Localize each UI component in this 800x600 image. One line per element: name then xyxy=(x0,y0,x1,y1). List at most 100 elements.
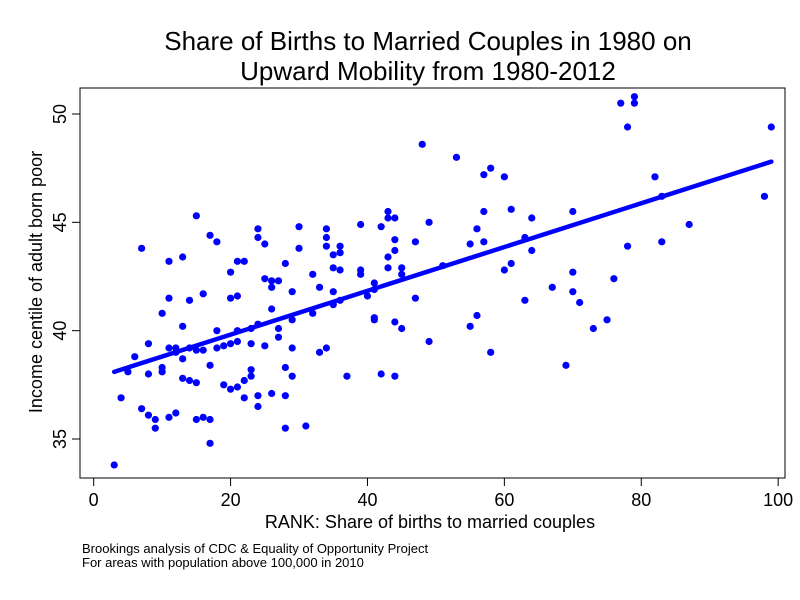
data-point xyxy=(247,372,255,380)
data-point xyxy=(500,173,508,181)
footnote-line2: For areas with population above 100,000 … xyxy=(82,555,364,570)
data-point xyxy=(254,402,262,411)
data-point xyxy=(658,238,666,246)
data-point xyxy=(131,353,139,361)
data-point xyxy=(343,372,351,380)
data-point xyxy=(500,266,508,274)
data-point xyxy=(329,251,337,259)
data-point xyxy=(507,205,515,213)
data-points xyxy=(110,93,775,469)
data-point xyxy=(179,253,187,261)
data-point xyxy=(418,140,426,148)
data-point xyxy=(179,374,187,382)
data-point xyxy=(398,264,406,272)
data-point xyxy=(268,283,276,291)
data-point xyxy=(370,316,378,324)
chart-title-line2: Upward Mobility from 1980-2012 xyxy=(240,56,616,86)
data-point xyxy=(377,370,385,378)
data-point xyxy=(144,340,153,348)
data-point xyxy=(138,244,146,252)
data-point xyxy=(151,415,159,424)
data-point xyxy=(281,424,289,432)
data-point xyxy=(199,346,207,354)
data-point xyxy=(185,296,194,304)
data-point xyxy=(685,220,693,229)
data-point xyxy=(254,233,262,242)
data-point xyxy=(165,294,173,302)
data-point xyxy=(268,389,276,398)
data-point xyxy=(165,344,173,352)
data-point xyxy=(329,288,337,296)
data-point xyxy=(623,242,632,250)
data-point xyxy=(398,270,406,278)
y-tick-label: 45 xyxy=(50,212,70,232)
data-point xyxy=(384,207,392,216)
data-point xyxy=(384,214,392,222)
data-point xyxy=(480,207,488,216)
y-tick-label: 50 xyxy=(50,104,70,124)
data-point xyxy=(172,409,180,417)
data-point xyxy=(487,348,495,356)
data-point xyxy=(370,279,378,287)
data-point xyxy=(192,212,200,220)
data-point xyxy=(391,318,399,326)
data-point xyxy=(528,214,536,222)
data-point xyxy=(363,292,372,300)
data-point xyxy=(507,259,515,268)
data-point xyxy=(452,153,461,161)
footnote-line1: Brookings analysis of CDC & Equality of … xyxy=(82,541,429,556)
data-point xyxy=(357,220,365,229)
x-tick-label: 60 xyxy=(494,490,514,510)
y-tick-label: 35 xyxy=(50,429,70,449)
data-point xyxy=(391,214,399,222)
data-point xyxy=(322,225,331,233)
data-point xyxy=(281,392,289,400)
data-point xyxy=(199,413,207,421)
data-point xyxy=(288,316,296,324)
x-tick-label: 40 xyxy=(357,490,377,510)
data-point xyxy=(165,257,173,265)
data-point xyxy=(576,298,584,307)
fit-line xyxy=(111,159,774,375)
data-point xyxy=(562,361,570,369)
x-axis-label: RANK: Share of births to married couples xyxy=(265,512,595,532)
data-point xyxy=(233,257,242,265)
data-point xyxy=(206,415,214,424)
data-point xyxy=(384,264,392,272)
data-point xyxy=(240,257,248,265)
data-point xyxy=(760,192,769,200)
data-point xyxy=(411,294,419,302)
data-point xyxy=(274,277,283,285)
data-point xyxy=(240,376,248,385)
data-point xyxy=(268,305,276,313)
data-point xyxy=(233,337,242,346)
data-point xyxy=(233,292,242,300)
data-point xyxy=(322,233,331,242)
data-point xyxy=(315,348,324,356)
data-point xyxy=(288,372,296,380)
data-point xyxy=(569,207,577,216)
data-point xyxy=(247,366,255,374)
data-point xyxy=(213,344,221,352)
data-point xyxy=(480,171,488,179)
data-point xyxy=(623,123,632,131)
data-point xyxy=(315,283,324,291)
data-point xyxy=(466,240,474,248)
data-point xyxy=(288,344,296,352)
data-point xyxy=(206,231,214,239)
data-point xyxy=(179,322,187,330)
x-tick-label: 100 xyxy=(763,490,793,510)
data-point xyxy=(240,394,248,402)
data-point xyxy=(322,242,331,250)
data-point xyxy=(185,376,194,385)
data-point xyxy=(521,296,529,304)
data-point xyxy=(617,99,625,107)
data-point xyxy=(309,309,317,317)
data-point xyxy=(630,93,639,101)
data-point xyxy=(261,275,269,283)
data-point xyxy=(254,392,262,400)
data-point xyxy=(192,379,200,387)
data-point xyxy=(651,173,659,181)
data-point xyxy=(158,309,166,317)
